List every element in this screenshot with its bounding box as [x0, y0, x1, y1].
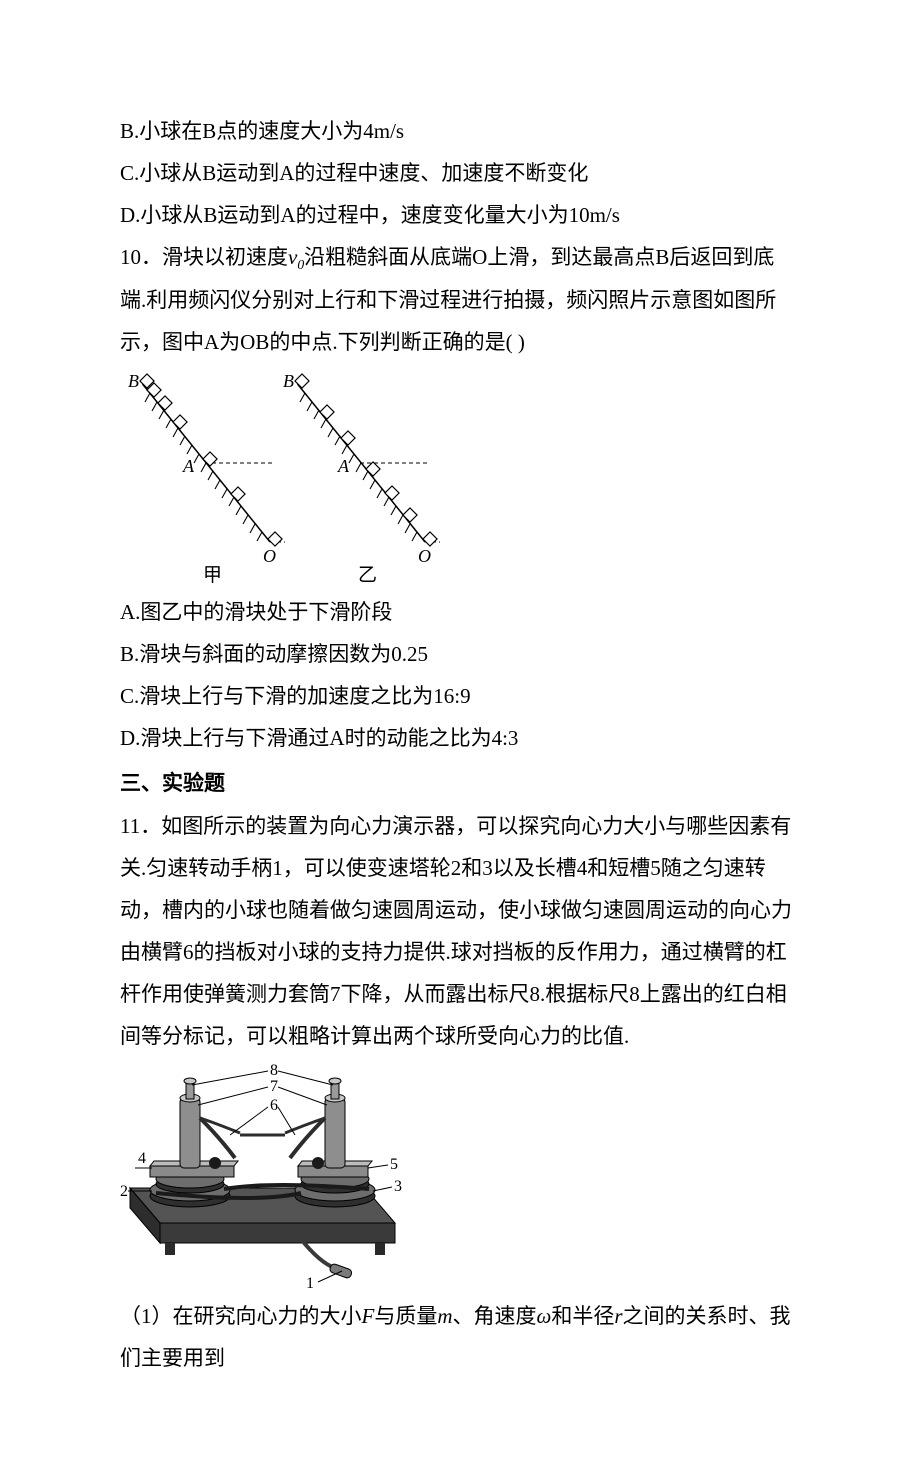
q10-option-c: C.滑块上行与下滑的加速度之比为16:9: [120, 675, 800, 717]
q10-number: 10．: [120, 245, 162, 269]
label-2: 2: [120, 1183, 128, 1200]
caption-jia: 甲: [203, 565, 222, 586]
label-A: A: [337, 456, 350, 476]
label-B: B: [128, 371, 139, 391]
text: C.滑块上行与下滑的加速度之比为16:9: [120, 684, 471, 708]
q10-option-d: D.滑块上行与下滑通过A时的动能之比为4:3: [120, 717, 800, 759]
label-1: 1: [306, 1275, 314, 1292]
q9-option-c: C.小球从B运动到A的过程中速度、加速度不断变化: [120, 152, 800, 194]
text: （1）在研究向心力的大小: [120, 1304, 362, 1328]
caption-yi: 乙: [358, 565, 377, 586]
label-B: B: [283, 371, 294, 391]
text: D.小球从B运动到A的过程中，速度变化量大小为10m/s: [120, 203, 620, 227]
q9-option-d: D.小球从B运动到A的过程中，速度变化量大小为10m/s: [120, 194, 800, 236]
text: 滑块以初速度: [162, 245, 288, 269]
v: v: [288, 245, 297, 269]
label-4: 4: [138, 1150, 146, 1167]
text: A.图乙中的滑块处于下滑阶段: [120, 600, 392, 624]
q11-stem: 11．如图所示的装置为向心力演示器，可以探究向心力大小与哪些因素有关.匀速转动手…: [120, 805, 800, 1057]
page-container: { "q9": { "B": "B.小球在B点的速度大小为4m/s", "C":…: [0, 0, 920, 1459]
text: 三、实验题: [120, 772, 225, 795]
sym-r: r: [614, 1304, 622, 1328]
sym-F: F: [362, 1304, 375, 1328]
q11-number: 11．: [120, 814, 161, 838]
incline-diagram: B A O 甲: [120, 369, 450, 589]
text: 如图所示的装置为向心力演示器，可以探究向心力大小与哪些因素有关.匀速转动手柄1，…: [120, 814, 792, 1048]
centripetal-apparatus: 8 7 6 4 2 5 3 1: [120, 1063, 415, 1293]
label-8: 8: [270, 1063, 278, 1079]
label-A: A: [182, 456, 195, 476]
label-7: 7: [270, 1078, 278, 1095]
q10-stem: 10．滑块以初速度v0沿粗糙斜面从底端O上滑，到达最高点B后返回到底端.利用频闪…: [120, 236, 800, 363]
text: 、角速度: [453, 1304, 537, 1328]
label-O: O: [263, 546, 276, 566]
q10-option-a: A.图乙中的滑块处于下滑阶段: [120, 591, 800, 633]
text: 与质量: [374, 1304, 437, 1328]
sym-omega: ω: [537, 1304, 552, 1328]
text: B.小球在B点的速度大小为4m/s: [120, 119, 404, 143]
q11-sub1: （1）在研究向心力的大小F与质量m、角速度ω和半径r之间的关系时、我们主要用到: [120, 1295, 800, 1379]
q10-figure: B A O 甲: [120, 369, 800, 589]
text: 和半径: [551, 1304, 614, 1328]
text: B.滑块与斜面的动摩擦因数为0.25: [120, 642, 428, 666]
section-3-heading: 三、实验题: [120, 763, 800, 805]
q11-figure: 8 7 6 4 2 5 3 1: [120, 1063, 800, 1293]
label-6: 6: [270, 1097, 278, 1114]
q10-option-b: B.滑块与斜面的动摩擦因数为0.25: [120, 633, 800, 675]
label-3: 3: [394, 1178, 402, 1195]
q9-option-b: B.小球在B点的速度大小为4m/s: [120, 110, 800, 152]
v0-symbol: v0: [288, 245, 304, 269]
label-5: 5: [390, 1156, 398, 1173]
text: D.滑块上行与下滑通过A时的动能之比为4:3: [120, 726, 518, 750]
label-O: O: [418, 546, 431, 566]
text: C.小球从B运动到A的过程中速度、加速度不断变化: [120, 161, 588, 185]
sym-m: m: [437, 1304, 452, 1328]
